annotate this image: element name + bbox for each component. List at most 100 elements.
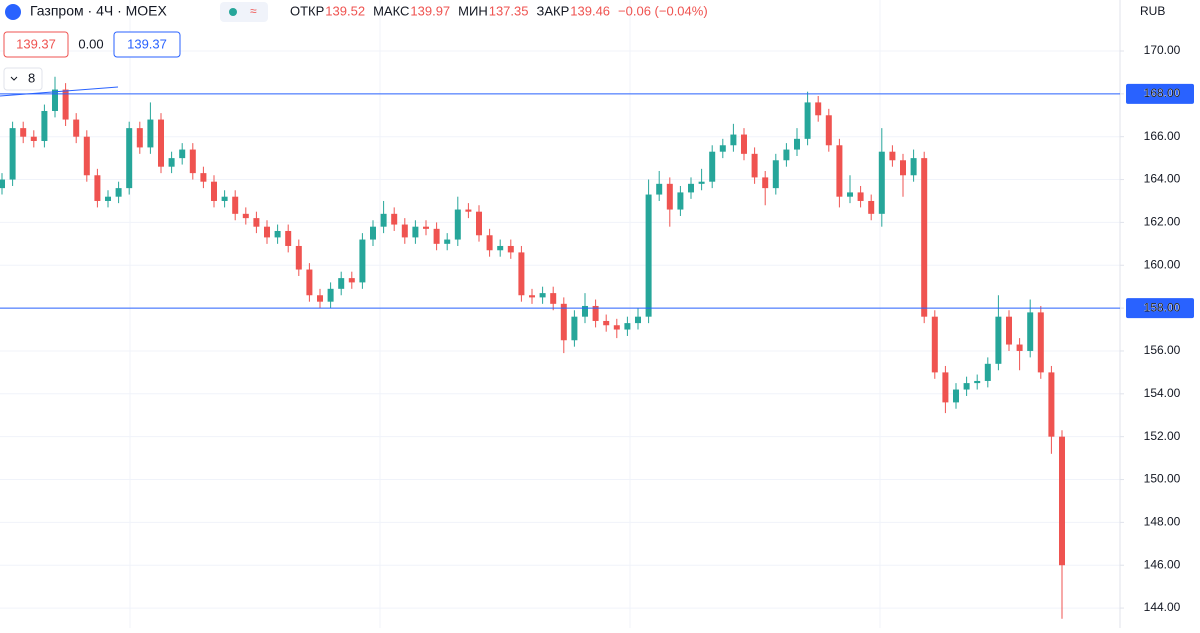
ohlc-label: ЗАКР	[536, 3, 569, 18]
delay-icon: ≈	[250, 4, 257, 18]
y-tick-label: 166.00	[1144, 129, 1181, 143]
candle-body	[889, 151, 896, 161]
symbol-title[interactable]: Газпром · 4Ч · MOEX	[30, 3, 168, 19]
candle-body	[1037, 312, 1044, 373]
ohlc-label: ОТКР	[290, 3, 324, 18]
candle-body	[200, 173, 207, 182]
ohlc-label: МИН	[458, 3, 488, 18]
candle-body	[242, 213, 249, 219]
candle-body	[348, 278, 355, 283]
candle-body	[624, 323, 631, 330]
trend-line	[0, 86, 119, 97]
candle-body	[666, 183, 673, 210]
change: −0.06 (−0.04%)	[618, 3, 708, 18]
y-tick-label: 154.00	[1144, 386, 1181, 400]
candle-body	[285, 230, 292, 246]
candle-body	[900, 160, 906, 176]
candle-body	[772, 160, 779, 189]
candle-body	[592, 305, 599, 321]
candle-body	[136, 128, 143, 148]
candle-body	[751, 153, 758, 178]
candle-body	[507, 245, 514, 253]
candle-body	[709, 151, 716, 182]
candles	[0, 76, 1065, 619]
y-tick-label: 170.00	[1144, 43, 1181, 57]
y-tick-label: 148.00	[1144, 515, 1181, 529]
candle-body	[9, 128, 16, 180]
candle-body	[963, 383, 970, 390]
price-box-text: 0.00	[78, 36, 103, 51]
candle-body	[83, 136, 90, 176]
candle-body	[380, 213, 387, 227]
indicators-toggle[interactable]	[3, 67, 43, 91]
ohlc-value: 137.35	[489, 3, 529, 18]
candle-body	[274, 230, 281, 238]
candle-body	[179, 149, 186, 159]
candle-body	[995, 316, 1002, 364]
market-status	[229, 8, 237, 16]
y-tick-label: 146.00	[1144, 557, 1181, 571]
candle-body	[560, 303, 567, 341]
candle-body	[0, 179, 5, 189]
candle-body	[41, 110, 48, 141]
candle-body	[433, 228, 440, 244]
candle-body	[783, 149, 790, 161]
candle-body	[221, 196, 228, 201]
candle-body	[147, 119, 154, 148]
candle-body	[603, 320, 610, 326]
candle-body	[1006, 316, 1012, 345]
candle-body	[62, 89, 69, 120]
candle-body	[168, 158, 175, 167]
candle-body	[359, 239, 366, 283]
candle-body	[921, 158, 928, 317]
candle-body	[444, 239, 451, 244]
currency[interactable]: RUB	[1140, 4, 1165, 18]
price-box	[113, 31, 181, 58]
candle-body	[529, 295, 535, 298]
ohlc-label: МАКС	[373, 3, 409, 18]
candle-body	[847, 192, 853, 197]
candle-body	[423, 226, 429, 229]
candle-body	[836, 145, 843, 197]
candle-body	[30, 136, 37, 141]
candle-body	[73, 119, 80, 137]
y-tick-label: 156.00	[1144, 343, 1181, 357]
hline-price-label	[1126, 83, 1194, 104]
candle-body	[497, 245, 504, 251]
candle-body	[635, 316, 641, 324]
candle-body	[984, 363, 991, 381]
candle-body	[719, 145, 726, 152]
price-box-text: 139.37	[16, 36, 56, 51]
candle-body	[1027, 312, 1034, 351]
candle-body	[974, 380, 981, 384]
y-tick-label: 150.00	[1144, 472, 1181, 486]
ohlc-value: 139.97	[410, 3, 450, 18]
candle-body	[105, 196, 111, 201]
candle-body	[688, 183, 694, 193]
price-box-text: 139.37	[127, 36, 167, 51]
candle-body	[613, 325, 620, 330]
candle-body	[698, 181, 705, 184]
candle-body	[582, 305, 588, 317]
chevron	[10, 76, 18, 81]
y-tick-label: 164.00	[1144, 172, 1181, 186]
candle-body	[815, 102, 822, 116]
candle-body	[370, 226, 376, 240]
y-tick-label: 144.00	[1144, 600, 1181, 614]
candle-body	[391, 213, 398, 225]
status-badge[interactable]	[220, 2, 268, 22]
y-tick-label: 162.00	[1144, 215, 1181, 229]
candle-body	[931, 316, 938, 373]
hline-price-text: 158.00	[1144, 300, 1181, 314]
candle-body	[412, 226, 419, 238]
y-tick-label: 160.00	[1144, 257, 1181, 271]
candle-body	[486, 235, 493, 251]
candle-body	[253, 218, 260, 227]
candle-body	[476, 211, 482, 236]
candle-body	[338, 278, 345, 289]
candle-body	[126, 128, 133, 189]
candle-body	[232, 196, 239, 214]
candle-body	[317, 295, 323, 302]
y-tick-label: 168.00	[1144, 86, 1181, 100]
